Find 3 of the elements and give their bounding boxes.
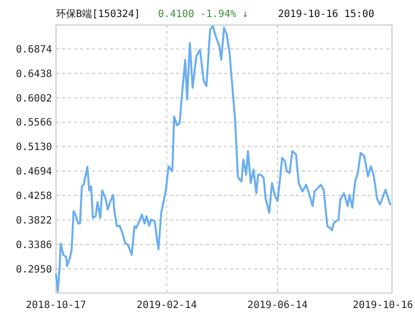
subtitle: 0.4100 -1.94% ↓ [158,9,248,20]
annotation: 2019-10-16 15:00 [278,9,374,20]
title: 环保B端[150324] [56,9,140,20]
